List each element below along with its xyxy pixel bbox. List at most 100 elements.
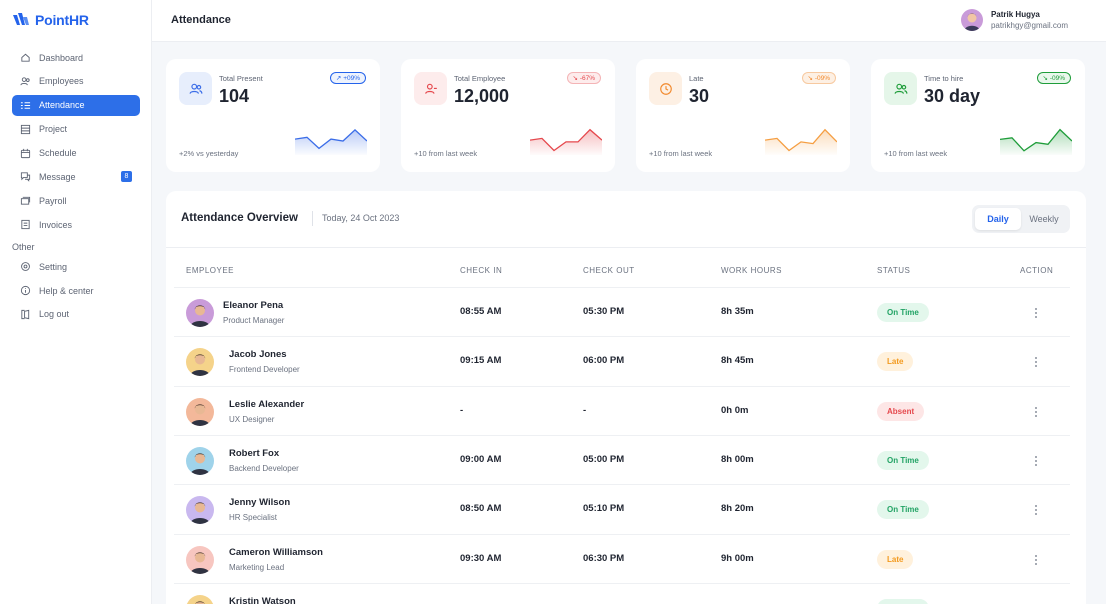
employee-name: Cameron Williamson	[229, 546, 323, 558]
list-icon	[20, 100, 31, 111]
user-minus-icon	[414, 72, 447, 105]
home-icon	[20, 52, 31, 63]
table-row[interactable]: Robert Fox Backend Developer 09:00 AM 05:00…	[174, 434, 1070, 484]
avatar	[186, 594, 214, 604]
sparkline-chart	[765, 128, 837, 155]
stat-card-total-employee: Total Employee 12,000 ↘ -67% +10 from la…	[401, 59, 615, 172]
column-header-check-in[interactable]: CHECK IN	[460, 266, 503, 275]
sidebar-item-setting[interactable]: Setting	[12, 256, 140, 277]
more-options-icon[interactable]	[1029, 500, 1043, 520]
employee-role: Product Manager	[223, 316, 285, 325]
more-options-icon[interactable]	[1029, 451, 1043, 471]
sidebar-item-label: Schedule	[39, 148, 77, 159]
sidebar-item-label: Payroll	[39, 195, 67, 206]
stat-footnote: +10 from last week	[884, 149, 948, 158]
check-in-time: 08:50 AM	[460, 503, 502, 515]
period-toggle: Daily Weekly	[972, 205, 1070, 233]
more-options-icon[interactable]	[1029, 402, 1043, 422]
sparkline-area	[1000, 129, 1072, 155]
users-icon	[179, 72, 212, 105]
sidebar-item-logout[interactable]: Log out	[12, 304, 140, 325]
stat-label: Total Employee	[454, 74, 506, 83]
chat-icon	[20, 171, 31, 183]
sidebar-item-label: Invoices	[39, 219, 73, 230]
stat-label: Late	[689, 74, 704, 83]
sidebar-item-project[interactable]: Project	[12, 119, 140, 140]
user-profile[interactable]: Patrik Hugya patrikhgy@gmail.com	[960, 9, 1068, 31]
sidebar-item-dashboard[interactable]: Dashboard	[12, 47, 140, 68]
table-row[interactable]: Kristin Watson On Time	[174, 582, 1070, 604]
sidebar-item-label: Attendance	[39, 100, 85, 111]
check-in-time: 09:15 AM	[460, 355, 502, 367]
more-options-icon[interactable]	[1029, 352, 1043, 372]
logout-icon	[20, 309, 31, 320]
work-hours: 8h 45m	[721, 355, 754, 367]
stat-value: 30	[689, 86, 710, 106]
more-options-icon[interactable]	[1029, 599, 1043, 604]
sidebar-section-other: Other	[12, 242, 35, 253]
app-name: PointHR	[35, 12, 89, 28]
more-options-icon[interactable]	[1029, 303, 1043, 323]
trend-down-icon: ↘	[807, 75, 815, 82]
trend-chip: ↗ +09%	[329, 72, 366, 84]
check-out-time: 05:00 PM	[583, 453, 625, 465]
check-in-time: 09:30 AM	[460, 552, 502, 564]
sparkline-chart	[530, 128, 602, 155]
sidebar-item-message[interactable]: Message 8	[12, 166, 140, 187]
app-logo[interactable]: PointHR	[12, 12, 89, 28]
stat-value: 30 day	[924, 86, 981, 106]
sidebar-item-label: Message	[39, 171, 76, 182]
employee-name: Kristin Watson	[229, 595, 296, 604]
column-header-work-hours[interactable]: WORK HOURS	[721, 266, 782, 275]
stat-card-late: Late 30 ↘ -09% +10 from last week	[636, 59, 850, 172]
table-row[interactable]: Leslie Alexander UX Designer - - 0h 0m Absent	[174, 385, 1070, 435]
trend-chip: ↘ -67%	[566, 72, 601, 84]
stat-footnote: +2% vs yesterday	[179, 149, 239, 158]
page-title: Attendance	[171, 14, 231, 26]
sidebar-item-attendance[interactable]: Attendance	[12, 94, 140, 116]
status-badge: Late	[877, 352, 914, 372]
sidebar-item-payroll[interactable]: Payroll	[12, 190, 140, 211]
avatar	[186, 545, 214, 574]
check-in-time: 08:55 AM	[460, 306, 502, 317]
table-row[interactable]: Jacob Jones Frontend Developer 09:15 AM 06:…	[174, 336, 1070, 385]
sparkline-chart	[1000, 128, 1072, 155]
work-hours: 8h 35m	[721, 306, 754, 317]
sidebar-item-schedule[interactable]: Schedule	[12, 143, 140, 164]
message-count-badge: 8	[121, 171, 132, 183]
overview-date: Today, 24 Oct 2023	[322, 213, 400, 223]
trend-chip: ↘ -09%	[801, 72, 836, 84]
sidebar-item-employees[interactable]: Employees	[12, 71, 140, 92]
check-in-time: -	[460, 404, 464, 416]
user-email: patrikhgy@gmail.com	[990, 21, 1068, 30]
toggle-weekly-button[interactable]: Weekly	[1029, 214, 1059, 224]
column-header-check-out[interactable]: CHECK OUT	[583, 266, 635, 275]
work-hours: 8h 00m	[721, 453, 754, 465]
top-header: Attendance Patrik Hugya patrikhgy@gmail.…	[152, 0, 1106, 42]
stat-label: Total Present	[219, 74, 263, 83]
table-row[interactable]: Eleanor Pena Product Manager 08:55 AM 05:30…	[174, 287, 1070, 336]
avatar	[186, 397, 214, 426]
check-out-time: 06:30 PM	[583, 552, 625, 564]
check-out-time: 05:30 PM	[583, 306, 625, 317]
sidebar-item-invoices[interactable]: Invoices	[12, 214, 140, 235]
check-out-time: 06:00 PM	[583, 355, 625, 367]
work-hours: 9h 00m	[721, 552, 754, 564]
avatar	[960, 9, 983, 31]
sparkline-line	[295, 129, 367, 150]
toggle-daily-button[interactable]: Daily	[975, 208, 1021, 230]
sidebar-item-label: Project	[39, 124, 68, 135]
avatar	[186, 299, 214, 327]
work-hours: 0h 0m	[721, 404, 749, 416]
table-row[interactable]: Cameron Williamson Marketing Lead 09:30 AM…	[174, 533, 1070, 583]
users-icon	[20, 76, 31, 87]
employee-name: Eleanor Pena	[223, 300, 284, 311]
column-header-employee[interactable]: EMPLOYEE	[186, 266, 235, 275]
sidebar-item-help[interactable]: Help & center	[12, 280, 140, 301]
trend-down-icon: ↘	[572, 75, 580, 82]
table-row[interactable]: Jenny Wilson HR Specialist 08:50 AM 05:10 P…	[174, 484, 1070, 533]
status-badge: On Time	[877, 500, 929, 520]
trend-up-icon: ↗	[335, 75, 344, 82]
more-options-icon[interactable]	[1029, 550, 1043, 570]
column-header-status[interactable]: STATUS	[877, 266, 911, 275]
